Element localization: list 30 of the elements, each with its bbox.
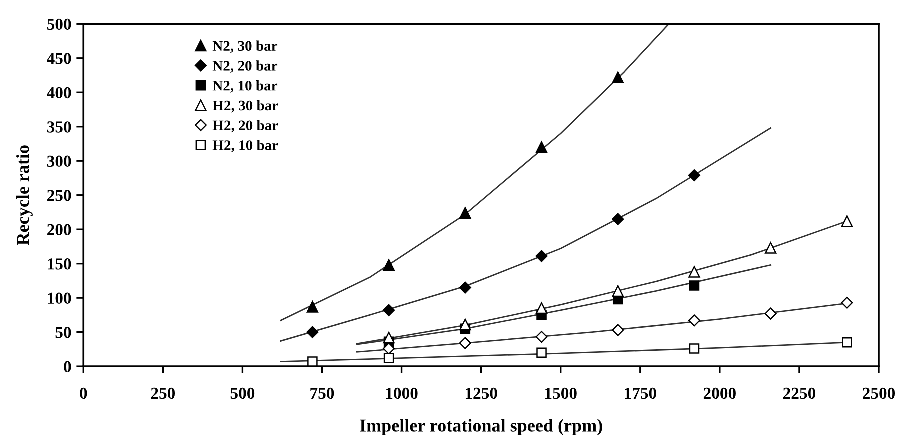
y-tick-label: 50 [56, 327, 72, 338]
y-tick-label: 400 [47, 87, 72, 99]
x-tick-label: 500 [230, 388, 255, 400]
y-tick-label: 450 [47, 53, 72, 64]
x-tick-label: 1000 [386, 388, 418, 400]
x-tick-label: 1250 [466, 388, 498, 400]
y-axis-title: Recycle ratio [16, 146, 33, 246]
x-tick-label: 1750 [625, 388, 656, 400]
legend-label: N2, 20 bar [212, 60, 278, 74]
legend-label: H2, 10 bar [212, 140, 278, 153]
x-tick-label: 2250 [784, 388, 816, 400]
y-tick-label: 250 [48, 190, 72, 202]
y-tick-label: 300 [47, 156, 72, 168]
y-tick-label: 350 [47, 122, 72, 133]
y-tick-label: 100 [48, 292, 72, 304]
legend-label: H2, 30 bar [212, 100, 278, 113]
x-tick-label: 750 [310, 388, 334, 400]
x-axis-title: Impeller rotational speed (rpm) [360, 419, 602, 436]
legend-label: N2, 30 bar [212, 40, 278, 54]
y-tick-label: 200 [48, 224, 72, 236]
y-tick-label: 500 [47, 18, 72, 30]
y-tick-label: 150 [48, 258, 72, 270]
x-tick-label: 250 [151, 388, 176, 400]
legend-label: N2, 10 bar [212, 80, 278, 93]
x-tick-label: 1500 [546, 388, 577, 400]
x-tick-label: 2500 [863, 388, 896, 400]
x-tick-label: 0 [80, 388, 88, 400]
legend-label: H2, 20 bar [212, 120, 278, 133]
y-tick-label: 0 [64, 361, 72, 373]
x-tick-label: 2000 [704, 388, 736, 400]
